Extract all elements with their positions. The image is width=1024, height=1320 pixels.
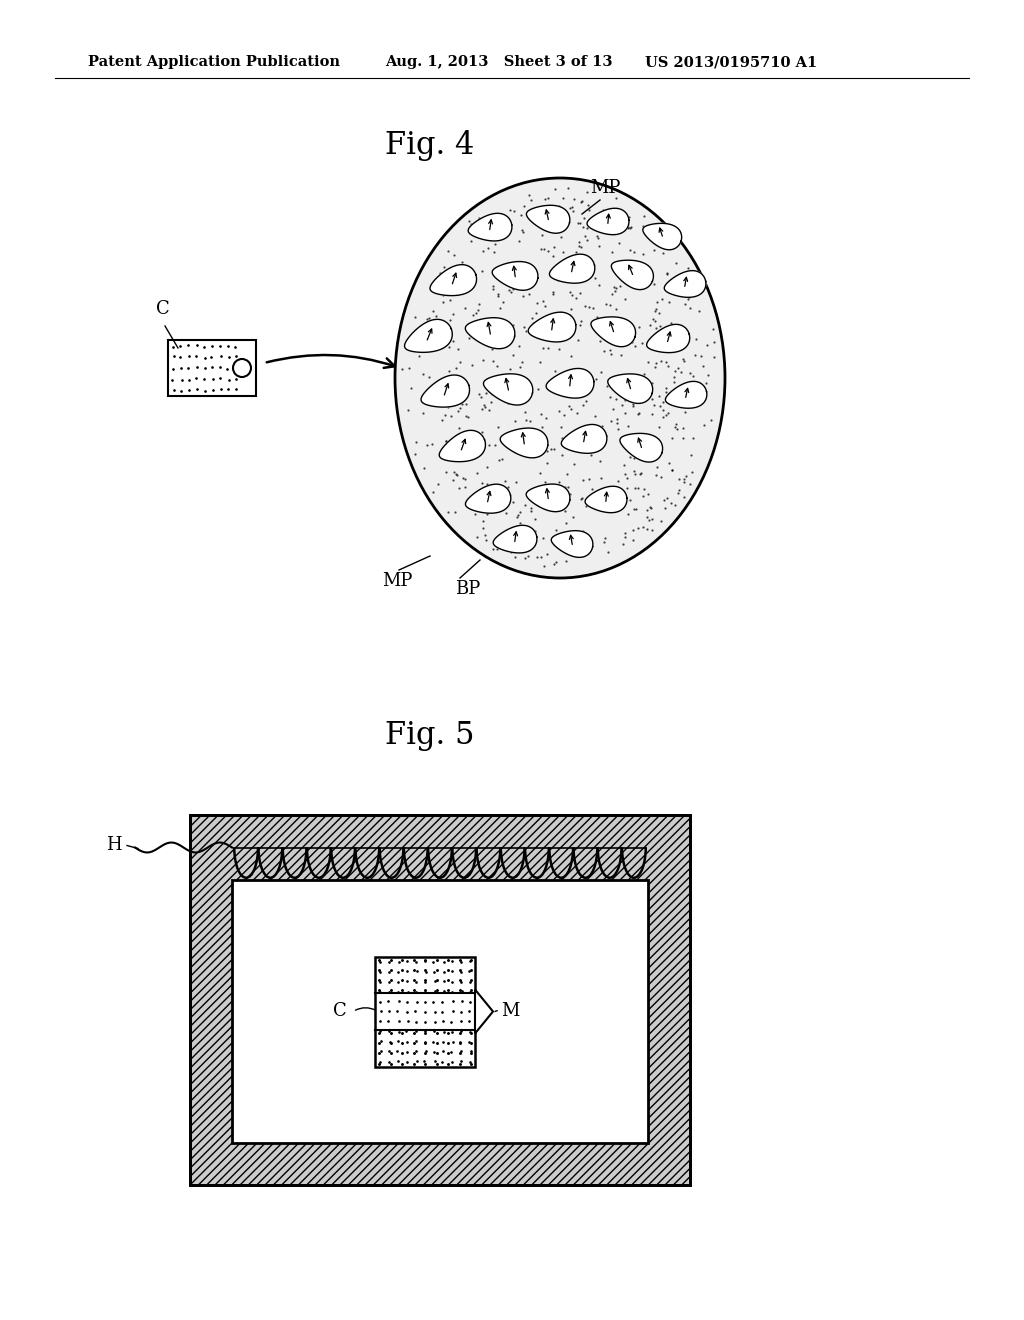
Polygon shape xyxy=(439,430,485,462)
Polygon shape xyxy=(620,433,663,462)
Text: C: C xyxy=(333,1002,347,1020)
Polygon shape xyxy=(494,525,537,553)
Polygon shape xyxy=(585,486,627,512)
Text: Fig. 5: Fig. 5 xyxy=(385,719,475,751)
Polygon shape xyxy=(466,484,511,513)
Polygon shape xyxy=(646,325,690,352)
Polygon shape xyxy=(475,990,493,1034)
Polygon shape xyxy=(643,223,682,249)
Polygon shape xyxy=(500,428,548,458)
Text: M: M xyxy=(501,1002,519,1020)
Polygon shape xyxy=(430,264,476,296)
Polygon shape xyxy=(550,255,595,284)
Text: MP: MP xyxy=(590,180,621,197)
Polygon shape xyxy=(551,531,593,557)
Polygon shape xyxy=(526,484,570,512)
Polygon shape xyxy=(608,374,652,404)
Text: Fig. 4: Fig. 4 xyxy=(385,129,475,161)
Text: US 2013/0195710 A1: US 2013/0195710 A1 xyxy=(645,55,817,69)
Polygon shape xyxy=(561,425,607,453)
Polygon shape xyxy=(591,317,636,347)
Bar xyxy=(375,957,475,1067)
Ellipse shape xyxy=(395,178,725,578)
Bar xyxy=(232,880,648,1143)
Polygon shape xyxy=(665,271,706,297)
Text: C: C xyxy=(156,300,170,318)
Circle shape xyxy=(233,359,251,378)
Polygon shape xyxy=(546,368,594,399)
Text: MP: MP xyxy=(382,572,413,590)
Polygon shape xyxy=(587,209,629,235)
Polygon shape xyxy=(483,374,532,405)
Bar xyxy=(190,814,690,1185)
Text: Patent Application Publication: Patent Application Publication xyxy=(88,55,340,69)
Polygon shape xyxy=(493,261,538,290)
Polygon shape xyxy=(666,381,707,408)
Polygon shape xyxy=(611,260,653,289)
Polygon shape xyxy=(526,206,569,234)
Bar xyxy=(190,814,690,1185)
Text: Aug. 1, 2013   Sheet 3 of 13: Aug. 1, 2013 Sheet 3 of 13 xyxy=(385,55,612,69)
Polygon shape xyxy=(468,214,512,242)
Polygon shape xyxy=(528,312,575,342)
Polygon shape xyxy=(421,375,470,407)
Text: BP: BP xyxy=(455,579,480,598)
Bar xyxy=(168,341,256,396)
Polygon shape xyxy=(465,318,515,348)
Text: H: H xyxy=(106,837,122,854)
Polygon shape xyxy=(404,319,453,352)
